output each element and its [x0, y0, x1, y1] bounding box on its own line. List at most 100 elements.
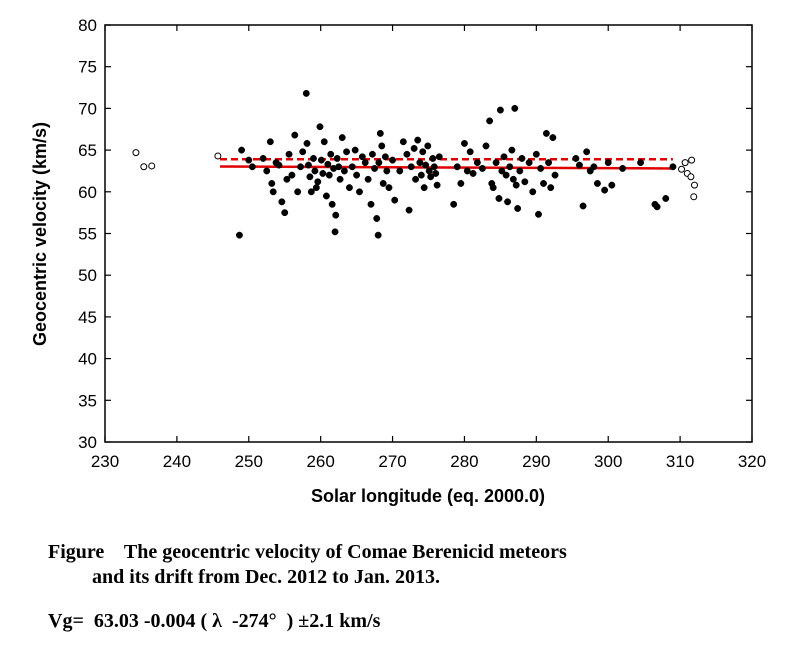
filled-data-point — [281, 209, 289, 217]
filled-data-point — [378, 142, 386, 150]
filled-data-point — [549, 134, 557, 142]
filled-data-point — [367, 200, 375, 208]
filled-data-point — [348, 163, 356, 171]
open-data-point — [688, 156, 696, 164]
filled-data-point — [537, 164, 545, 172]
filled-data-point — [508, 146, 516, 154]
filled-data-point — [593, 180, 601, 187]
filled-data-point — [637, 159, 645, 167]
filled-data-point — [314, 178, 322, 186]
open-data-point — [148, 162, 156, 170]
filled-data-point — [579, 202, 587, 210]
fit-line-solid — [220, 165, 673, 170]
filled-data-point — [368, 150, 376, 158]
filled-data-point — [500, 153, 508, 161]
filled-data-point — [416, 159, 424, 167]
y-tick-labels: 30 35 40 45 50 55 60 65 70 75 80 — [78, 16, 97, 452]
filled-data-point — [653, 203, 661, 211]
filled-data-point — [317, 156, 325, 164]
open-data-point — [687, 173, 695, 181]
filled-data-point — [285, 150, 293, 158]
filled-data-point — [535, 210, 542, 218]
filled-data-point — [343, 148, 350, 156]
x-tick-label: 260 — [306, 452, 334, 471]
filled-data-point — [332, 211, 340, 219]
filled-data-point — [302, 89, 310, 97]
open-data-point — [690, 193, 698, 201]
filled-data-point — [381, 153, 389, 161]
filled-data-point — [525, 159, 533, 167]
y-tick-label: 40 — [78, 350, 97, 369]
filled-data-point — [371, 164, 379, 172]
data-points — [132, 89, 698, 239]
filled-data-point — [547, 184, 555, 192]
filled-data-point — [389, 156, 397, 164]
filled-data-point — [269, 188, 277, 196]
filled-data-point — [364, 175, 372, 183]
filled-data-point — [669, 163, 677, 171]
open-data-point — [214, 152, 222, 160]
filled-data-point — [376, 129, 384, 137]
filled-data-point — [405, 206, 413, 214]
filled-data-point — [235, 231, 243, 239]
filled-data-point — [516, 167, 524, 175]
open-data-point — [132, 149, 140, 157]
filled-data-point — [379, 180, 387, 187]
filled-data-point — [604, 159, 612, 167]
filled-data-point — [435, 153, 443, 161]
figure-caption-line2: and its drift from Dec. 2012 to Jan. 201… — [92, 566, 440, 588]
filled-data-point — [336, 175, 344, 183]
filled-data-point — [545, 159, 553, 167]
filled-data-point — [407, 163, 415, 171]
filled-data-point — [358, 153, 366, 161]
y-tick-label: 60 — [78, 183, 97, 202]
filled-data-point — [662, 195, 670, 202]
filled-data-point — [361, 159, 369, 167]
filled-data-point — [345, 184, 353, 192]
y-tick-label: 35 — [78, 391, 97, 410]
open-data-point — [678, 165, 686, 173]
filled-data-point — [601, 186, 609, 194]
filled-data-point — [473, 159, 481, 167]
filled-data-point — [375, 159, 383, 167]
filled-data-point — [383, 167, 391, 175]
filled-data-point — [450, 200, 458, 208]
y-tick-label: 45 — [78, 308, 97, 327]
filled-data-point — [403, 150, 411, 158]
filled-data-point — [310, 154, 317, 162]
filled-data-point — [424, 142, 432, 150]
filled-data-point — [430, 163, 438, 171]
filled-data-point — [396, 167, 404, 175]
x-axis-title: Solar longitude (eq. 2000.0) — [311, 486, 545, 506]
y-tick-label: 30 — [78, 433, 97, 452]
filled-data-point — [259, 154, 267, 162]
filled-data-point — [511, 104, 519, 112]
filled-data-point — [385, 184, 393, 192]
filled-data-point — [414, 136, 422, 144]
x-tick-label: 320 — [738, 452, 766, 471]
x-tick-labels: 230 240 250 260 270 280 290 300 310 320 — [91, 452, 766, 471]
filled-data-point — [248, 163, 256, 171]
filled-data-point — [297, 163, 304, 171]
filled-data-point — [238, 146, 246, 154]
filled-data-point — [457, 180, 465, 187]
x-tick-label: 270 — [378, 452, 406, 471]
filled-data-point — [263, 167, 271, 175]
x-tick-label: 300 — [594, 452, 622, 471]
filled-data-point — [340, 167, 348, 175]
filled-data-point — [432, 170, 440, 177]
filled-data-point — [374, 231, 382, 239]
filled-data-point — [320, 138, 328, 146]
filled-data-point — [328, 200, 336, 208]
filled-data-point — [460, 139, 468, 147]
y-axis-title: Geocentric velocity (km/s) — [30, 122, 50, 346]
y-tick-label: 50 — [78, 266, 97, 285]
filled-data-point — [291, 131, 299, 139]
filled-data-point — [453, 163, 461, 171]
filled-data-point — [283, 175, 291, 183]
filled-data-point — [518, 154, 526, 162]
filled-data-point — [433, 181, 441, 189]
filled-data-point — [576, 161, 583, 169]
filled-data-point — [278, 198, 286, 206]
filled-data-point — [324, 160, 332, 168]
